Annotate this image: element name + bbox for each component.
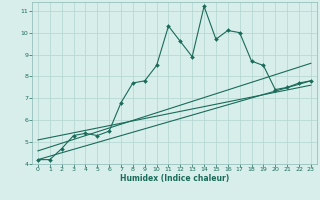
X-axis label: Humidex (Indice chaleur): Humidex (Indice chaleur): [120, 174, 229, 183]
